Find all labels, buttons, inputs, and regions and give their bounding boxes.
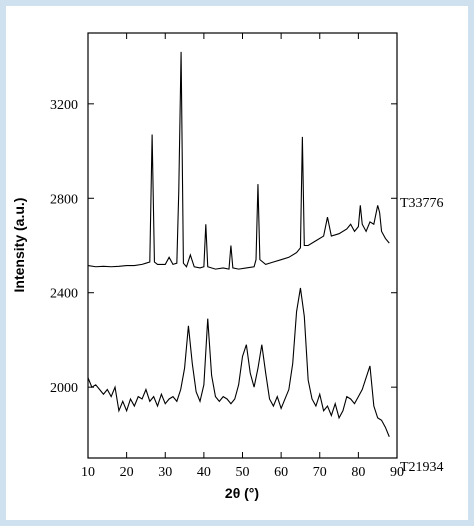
y-tick-label: 2800 (50, 192, 78, 207)
x-tick-label: 80 (351, 465, 365, 480)
y-tick-label: 2000 (50, 381, 78, 396)
x-tick-label: 30 (158, 465, 172, 480)
y-tick-label: 3200 (50, 98, 78, 113)
series-line (87, 51, 390, 270)
x-tick-label: 40 (197, 465, 211, 480)
y-axis-label: Intensity (a.u.) (11, 198, 27, 293)
x-axis-label: 2θ (°) (225, 485, 259, 501)
x-tick-label: 20 (120, 465, 134, 480)
panel (6, 6, 468, 520)
y-tick-label: 2400 (50, 287, 78, 302)
series-label: T33776 (400, 196, 444, 211)
x-tick-label: 10 (81, 465, 95, 480)
series-line (87, 287, 390, 437)
x-tick-label: 50 (236, 465, 250, 480)
x-tick-label: 90 (390, 465, 404, 480)
x-tick-label: 60 (274, 465, 288, 480)
series-label: T21934 (400, 460, 444, 475)
x-tick-label: 70 (313, 465, 327, 480)
